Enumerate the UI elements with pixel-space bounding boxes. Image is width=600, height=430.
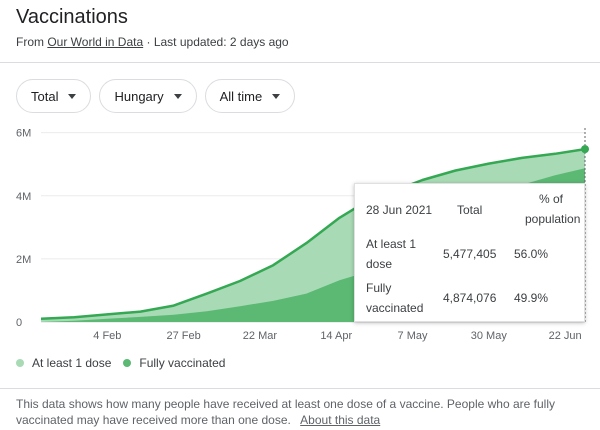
chart-legend: At least 1 dose Fully vaccinated: [16, 356, 225, 370]
legend-item-fully-vaccinated[interactable]: Fully vaccinated: [123, 356, 225, 370]
filter-bar: Total Hungary All time: [16, 79, 296, 113]
x-tick-label: 22 Mar: [243, 330, 278, 342]
from-label: From: [16, 35, 44, 49]
time-filter-dropdown[interactable]: All time: [204, 79, 296, 113]
x-tick-label: 4 Feb: [93, 330, 121, 342]
time-filter-label: All time: [219, 88, 263, 104]
y-tick-label: 4M: [16, 191, 31, 203]
page-title: Vaccinations: [16, 6, 128, 28]
legend-swatch-first-dose: [16, 359, 24, 367]
legend-label-fully-vaccinated: Fully vaccinated: [139, 356, 226, 370]
tooltip-row2-pct: 49.9%: [514, 291, 549, 305]
chevron-down-icon: [68, 93, 77, 99]
x-tick-label: 22 Jun: [549, 330, 582, 342]
tooltip-col-pct-line2: population: [525, 212, 581, 226]
last-updated: · Last updated: 2 days ago: [146, 35, 289, 49]
footer-note: This data shows how many people have rec…: [16, 396, 586, 428]
legend-item-first-dose[interactable]: At least 1 dose: [16, 356, 111, 370]
location-filter-label: Hungary: [114, 88, 164, 104]
y-tick-label: 2M: [16, 254, 31, 266]
tooltip-row1-total: 5,477,405: [443, 247, 497, 261]
tooltip-row-label: Fully vaccinated: [366, 278, 423, 318]
footer-text: This data shows how many people have rec…: [16, 397, 555, 427]
metric-filter-label: Total: [31, 88, 59, 104]
footer-divider: [0, 388, 600, 389]
x-tick-label: 27 Feb: [167, 330, 201, 342]
tooltip-col-pct-line1: % of: [538, 192, 563, 206]
x-tick-label: 14 Apr: [320, 330, 352, 342]
location-filter-dropdown[interactable]: Hungary: [99, 79, 197, 113]
header-divider: [0, 62, 600, 63]
tooltip-row1-pct: 56.0%: [514, 247, 549, 261]
legend-swatch-fully-vaccinated: [123, 359, 132, 367]
tooltip-col-pct: % of population: [525, 189, 581, 229]
source-line: From Our World in Data · Last updated: 2…: [16, 35, 289, 49]
hover-tooltip: 28 Jun 2021 Total % of population At lea…: [354, 183, 585, 322]
tooltip-row2-label-line2: vaccinated: [366, 301, 424, 315]
metric-filter-dropdown[interactable]: Total: [16, 79, 92, 113]
about-data-link[interactable]: About this data: [300, 413, 381, 427]
chevron-down-icon: [173, 93, 182, 99]
tooltip-col-total: Total: [457, 203, 483, 217]
tooltip-row2-total: 4,874,076: [443, 291, 497, 305]
tooltip-row1-label-line2: dose: [366, 257, 393, 271]
series-line-first-dose: [40, 147, 586, 321]
tooltip-date: 28 Jun 2021: [366, 203, 433, 217]
source-link[interactable]: Our World in Data: [47, 35, 144, 49]
tooltip-row1-label-line1: At least 1: [366, 237, 417, 251]
chevron-down-icon: [272, 93, 281, 99]
tooltip-row2-label-line1: Fully: [366, 281, 392, 295]
tooltip-row-label: At least 1 dose: [366, 234, 416, 274]
y-tick-label: 6M: [16, 128, 31, 140]
legend-label-first-dose: At least 1 dose: [32, 356, 112, 370]
y-tick-label: 0: [16, 317, 22, 329]
x-tick-label: 30 May: [471, 330, 508, 342]
x-tick-label: 7 May: [398, 330, 428, 342]
hover-point-marker: [581, 145, 589, 154]
